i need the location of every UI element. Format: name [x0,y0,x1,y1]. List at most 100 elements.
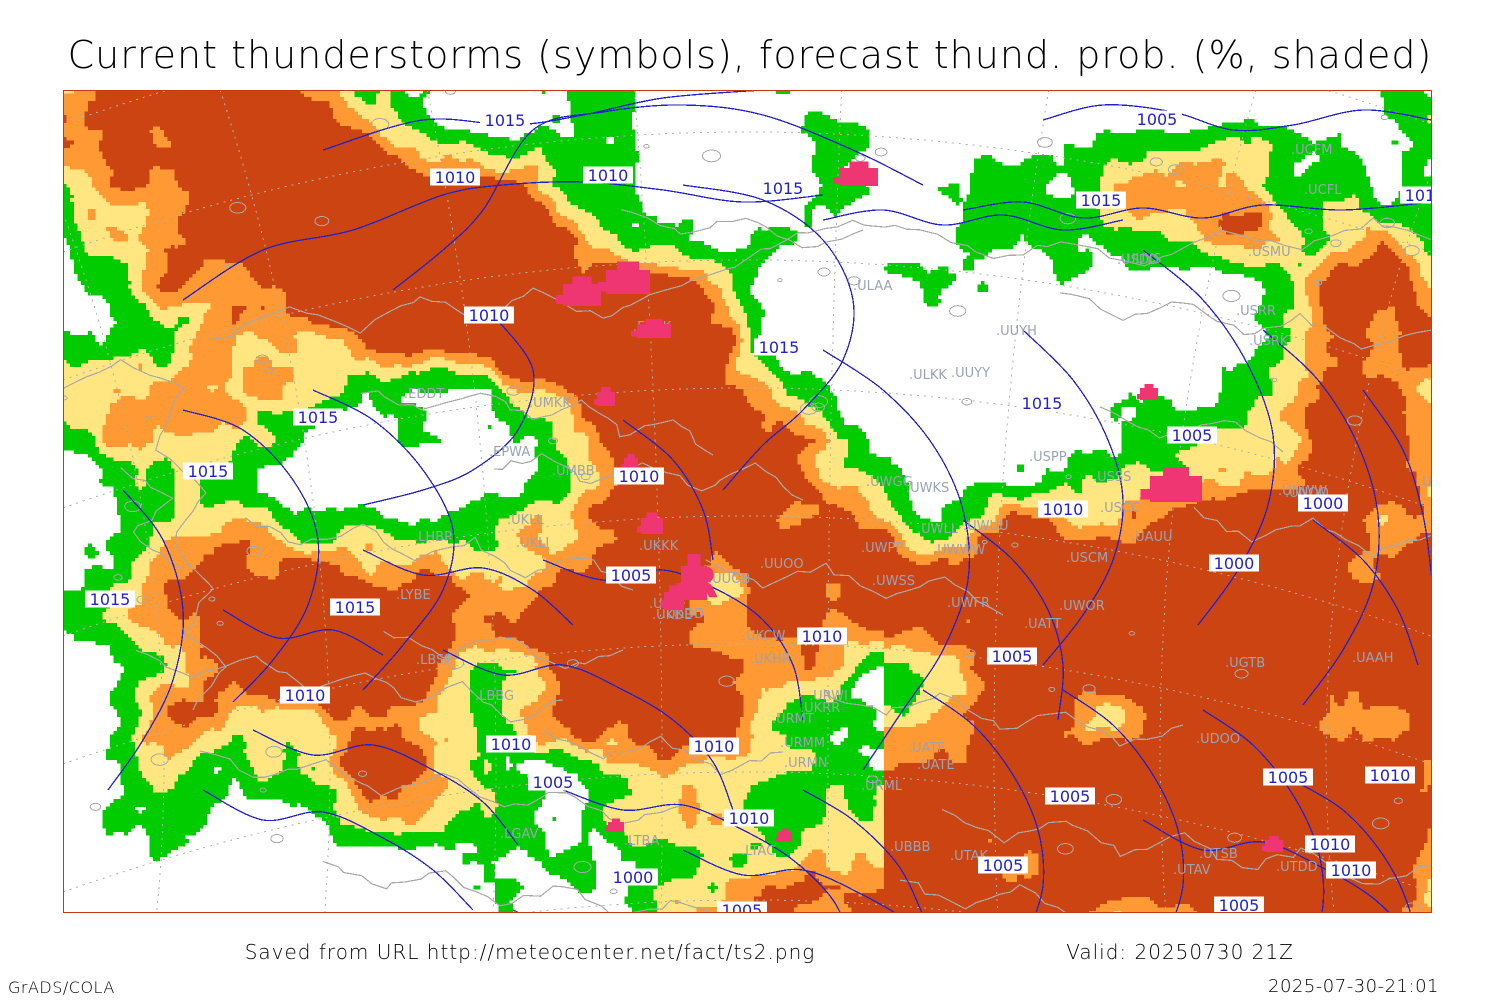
map-canvas[interactable]: .ULAA .UUYS .UUYH .UUYY .ULKK .USDD .USMU .USRR… [63,90,1432,913]
isobar-contour [222,609,384,656]
station-label: .ULAA [853,279,892,294]
thunderstorm-symbol: R [1261,835,1283,855]
isobar-label: 1013 [1400,186,1432,205]
coastline-island [1379,217,1396,229]
coastline-island [246,545,262,557]
coastline [383,630,624,670]
isobar-label: 1015 [1017,394,1067,413]
coastline-island [1065,474,1072,480]
thunderstorm-symbol: R [676,554,718,608]
thunderstorm-symbol-glyph: R [1268,837,1280,855]
isobar-label: 1015 [754,338,804,357]
coastline [245,517,634,591]
coastline-island [866,775,879,784]
isobar-contour [822,209,1124,231]
isobar-contour [1292,779,1412,913]
station-label: .USPP [1029,450,1067,465]
thunderstorm-symbol-glyph: R [570,279,591,311]
thunderstorm-symbol: R [630,319,671,342]
isobar-contour [312,389,455,691]
isobar-label: 1010 [464,306,514,325]
station-label: .UWLL [917,522,959,537]
isobar-contour [682,849,897,913]
coastline [361,390,714,456]
isobar-label: 1010 [430,168,480,187]
isobar-label-text: 1010 [1310,835,1351,854]
station-label: .UKDD [662,607,704,622]
thunderstorm-symbol: R [556,276,601,311]
isobar-label-text: 1005 [722,901,763,913]
isobar-contour [107,489,184,791]
isobar-label-text: 1013 [1405,186,1432,205]
isobar-contour [962,201,1432,219]
isobar-label-text: 1015 [90,590,131,609]
station-label: .UKHR [750,652,791,667]
isobar-label-text: 1010 [619,467,660,486]
station-label: .UTSB [1199,847,1238,862]
coastline-island [1037,137,1053,148]
isobar-label-text: 1005 [533,773,574,792]
isobar-label-text: 1010 [435,168,476,187]
station-label: .LYBE [396,588,431,603]
coastline [322,860,712,913]
isobar-label: 1010 [1305,835,1355,854]
thunderstorm-symbol-glyph: R [600,390,614,410]
station-label: .UWKS [906,481,949,496]
isobar-label-text: 1010 [1331,861,1372,880]
coastline-island [981,539,988,545]
station-label: .UWSS [872,574,915,589]
coastline-island [573,860,592,874]
coastline [823,688,1184,747]
coastline-island [854,154,866,162]
coastline-island [1222,289,1241,302]
isobar-label: 1015 [183,462,233,481]
coastline-island [270,834,284,844]
thunderstorm-symbol: R [598,261,650,300]
coastline-island [150,753,169,766]
coastline-island [314,216,330,227]
isobar-label: 1005 [978,856,1028,875]
coastline-island [963,649,976,658]
thunderstorm-symbol: R [775,828,792,844]
station-label: .USSS [1093,470,1131,485]
station-label: .UTAV [1173,863,1211,878]
station-label: .LTBA [624,834,659,849]
isobar-label: 1005 [606,566,656,585]
station-label: .USCC [1100,501,1140,516]
graticule-meridian [993,90,1050,913]
coastline [1193,506,1432,559]
isobar-label: 1010 [689,737,739,756]
isobar-contour [1022,329,1124,666]
isobar-label-text: 1015 [335,598,376,617]
thunderstorm-symbol: R [1140,466,1202,508]
shading-level-70 [63,90,1432,913]
isobar-label-text: 1015 [298,408,339,427]
isobar-label-text: 1005 [1172,426,1213,445]
isobar-label-text: 1010 [491,735,532,754]
thunderstorm-symbol-glyph: R [645,514,660,538]
thunderstorm-symbol: R [660,585,685,615]
valid-time-label: Valid: 20250730 21Z [1066,940,1294,964]
isobar-contour [362,314,535,506]
isobar-label: 1015 [758,179,808,198]
isobar-label: 1005 [1214,896,1264,913]
coastline-island [216,620,224,626]
coastline-island [1011,542,1019,548]
station-label: .UATT [1024,617,1061,632]
coastline-island [63,395,68,401]
isobar-label-text: 1015 [1081,191,1122,210]
coastline-island [265,745,283,758]
coastline-island [718,675,735,687]
isobar-contour [392,104,924,291]
coastline-island [1270,377,1278,383]
isobar-label-text: 1000 [1214,554,1255,573]
isobar-label-text: 1005 [1137,110,1178,129]
isobar-label-text: 1005 [611,566,652,585]
coastline-island [961,398,973,406]
isobar-label-text: 1015 [763,179,804,198]
isobar-label: 1005 [1263,768,1313,787]
coastline-island [1128,631,1136,636]
coastline-island [506,386,521,396]
